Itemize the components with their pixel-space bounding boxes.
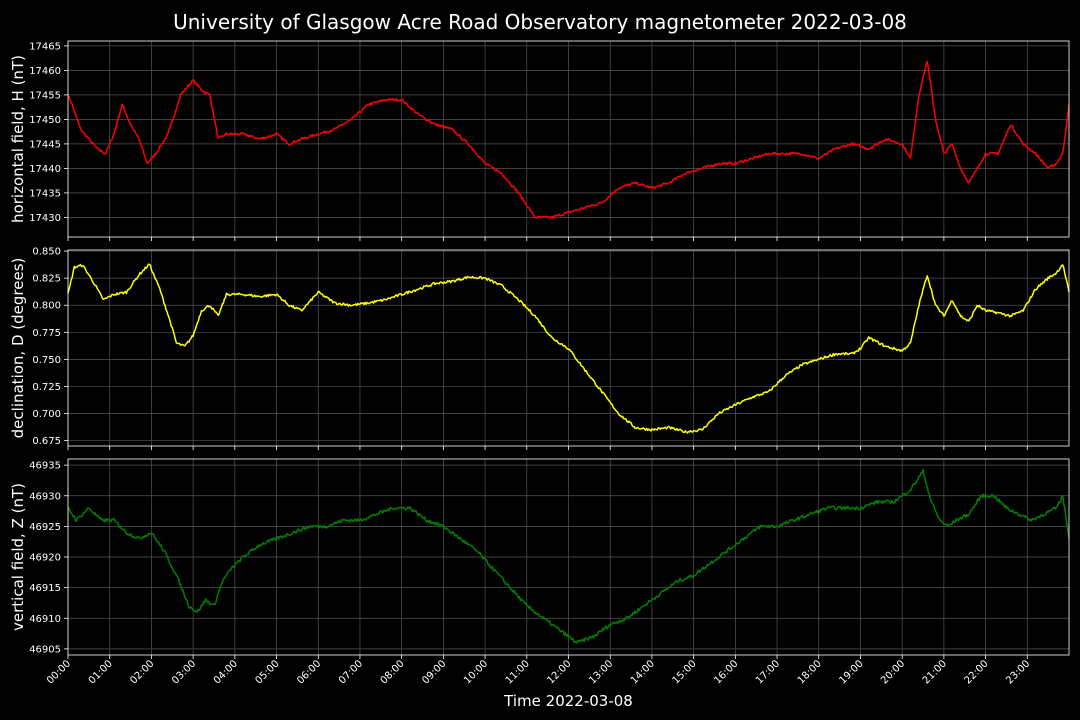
y-tick-label: 0.725 xyxy=(32,382,61,393)
y-tick-label: 17460 xyxy=(29,66,61,77)
x-tick-label: 03:00 xyxy=(170,658,198,686)
chart-title: University of Glasgow Acre Road Observat… xyxy=(173,10,907,34)
x-tick-label: 08:00 xyxy=(379,658,407,686)
x-tick-label: 07:00 xyxy=(337,658,365,686)
x-tick-label: 19:00 xyxy=(837,658,865,686)
x-tick-label: 20:00 xyxy=(879,658,907,686)
data-series-line xyxy=(67,468,1070,644)
x-tick-label: 13:00 xyxy=(587,658,615,686)
x-tick-label: 14:00 xyxy=(629,658,657,686)
x-tick-label: 11:00 xyxy=(504,658,532,686)
x-tick-label: 21:00 xyxy=(921,658,949,686)
x-axis-label: Time 2022-03-08 xyxy=(503,692,633,710)
y-tick-label: 0.750 xyxy=(32,355,61,366)
y-tick-label: 46915 xyxy=(29,583,61,594)
x-tick-label: 12:00 xyxy=(545,658,573,686)
y-tick-label: 17465 xyxy=(29,41,61,52)
x-tick-label: 10:00 xyxy=(462,658,490,686)
y-tick-label: 46925 xyxy=(29,522,61,533)
y-tick-label: 46930 xyxy=(29,491,61,502)
y-tick-label: 17435 xyxy=(29,188,61,199)
y-axis-label: declination, D (degrees) xyxy=(9,258,27,439)
x-tick-label: 04:00 xyxy=(212,658,240,686)
axes-frame xyxy=(67,458,1070,656)
y-axis-label: horizontal field, H (nT) xyxy=(9,55,27,223)
axes-frame xyxy=(67,40,1070,238)
y-tick-label: 17455 xyxy=(29,90,61,101)
x-tick-label: 09:00 xyxy=(420,658,448,686)
y-tick-label: 0.800 xyxy=(32,301,61,312)
y-axis-label: vertical field, Z (nT) xyxy=(9,483,27,631)
y-tick-label: 46910 xyxy=(29,614,61,625)
x-tick-label: 06:00 xyxy=(295,658,323,686)
x-tick-label: 17:00 xyxy=(754,658,782,686)
x-tick-label: 05:00 xyxy=(254,658,282,686)
x-tick-label: 23:00 xyxy=(1004,658,1032,686)
x-tick-label: 18:00 xyxy=(796,658,824,686)
y-tick-label: 0.850 xyxy=(32,247,61,258)
x-tick-label: 01:00 xyxy=(87,658,115,686)
y-tick-label: 17445 xyxy=(29,139,61,150)
x-tick-label: 22:00 xyxy=(963,658,991,686)
y-tick-label: 17440 xyxy=(29,164,61,175)
axes-frame xyxy=(67,249,1070,447)
y-tick-label: 0.675 xyxy=(32,436,61,447)
x-tick-label: 16:00 xyxy=(712,658,740,686)
y-tick-label: 0.825 xyxy=(32,274,61,285)
y-tick-label: 0.700 xyxy=(32,409,61,420)
y-tick-label: 46905 xyxy=(29,644,61,655)
y-tick-label: 17450 xyxy=(29,115,61,126)
data-series-line xyxy=(67,60,1070,219)
x-tick-label: 15:00 xyxy=(671,658,699,686)
y-tick-label: 17430 xyxy=(29,213,61,224)
y-tick-label: 46935 xyxy=(29,461,61,472)
y-tick-label: 0.775 xyxy=(32,328,61,339)
data-series-line xyxy=(67,263,1070,434)
x-tick-label: 00:00 xyxy=(45,658,73,686)
y-tick-label: 46920 xyxy=(29,553,61,564)
x-tick-label: 02:00 xyxy=(128,658,156,686)
